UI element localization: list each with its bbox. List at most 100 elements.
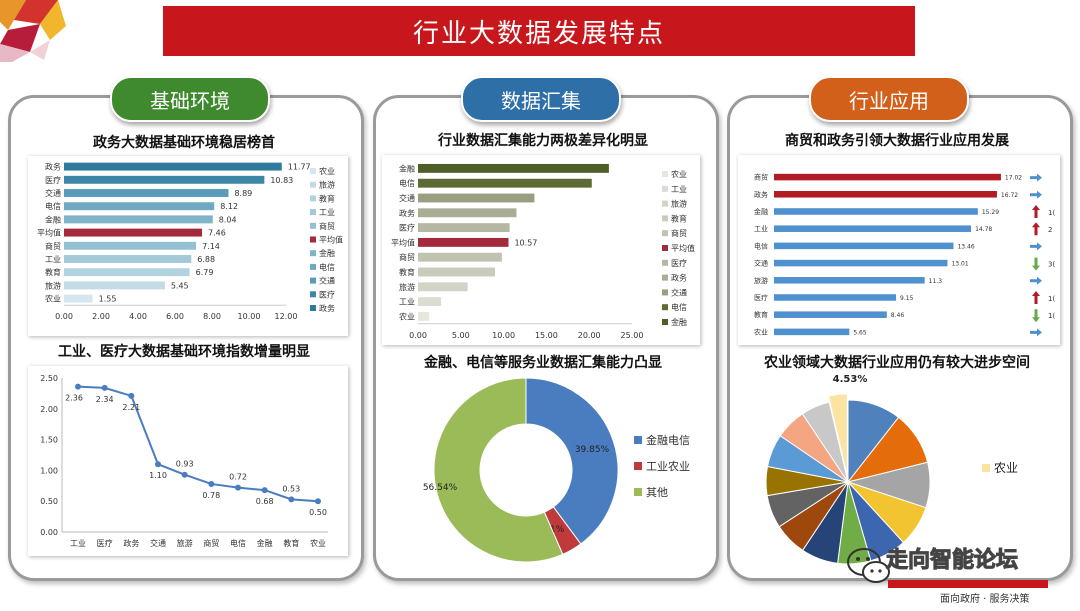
c6-legend-item: 农业 xyxy=(994,461,1018,475)
c1-legend-swatch xyxy=(310,250,316,257)
c1-legend-swatch xyxy=(310,209,316,216)
c5-trend-label: 1( xyxy=(1048,312,1055,320)
wechat-icon xyxy=(847,548,1048,588)
chart-title-4: 金融、电信等服务业数据汇集能力凸显 xyxy=(424,355,662,371)
c2-point xyxy=(75,383,81,390)
c5-bar xyxy=(774,242,954,250)
c1-legend-item: 医疗 xyxy=(319,289,335,299)
c3-legend-item: 农业 xyxy=(671,169,687,179)
chart-5-svg: 商贸 17.02 政务 16.72 金融 15.29 1(工业 14.78 2 电信 13.46 交通… xyxy=(754,173,1055,337)
chart-title-6: 农业领域大数据行业应用仍有较大进步空间 xyxy=(764,355,1030,371)
c3-bar xyxy=(418,311,430,321)
c1-bar xyxy=(64,241,197,250)
c5-data-label: 13.01 xyxy=(951,261,968,268)
chart-title-5: 商贸和政务引领大数据行业应用发展 xyxy=(785,133,1009,149)
c2-y-tick: 0.50 xyxy=(40,497,58,506)
c5-bar xyxy=(774,259,948,267)
c3-category-label: 电信 xyxy=(399,178,415,188)
c4-slice xyxy=(433,377,564,563)
c3-legend-swatch xyxy=(662,304,668,311)
c1-bar xyxy=(64,268,190,277)
c1-x-tick: 4.00 xyxy=(129,312,147,321)
chart-3-container: 0.00 5.00 10.00 15.00 20.00 25.00 金融 电信 交通 政务 医疗 平均… xyxy=(382,155,700,345)
watermark-title: 走向智能论坛 xyxy=(885,548,1019,574)
c1-legend-swatch xyxy=(310,305,316,311)
c5-category-label: 商贸 xyxy=(754,173,768,182)
c1-bar xyxy=(64,189,229,197)
c2-x-tick: 金融 xyxy=(257,538,273,548)
c2-data-label: 2.34 xyxy=(96,395,114,404)
c1-category-label: 工业 xyxy=(45,254,61,264)
c1-category-label: 旅游 xyxy=(45,280,61,290)
c3-category-label: 平均值 xyxy=(391,237,415,247)
c4-slice xyxy=(525,377,619,545)
c5-data-label: 15.29 xyxy=(982,209,999,216)
c3-x-tick: 5.00 xyxy=(452,331,470,340)
c5-trend-label: 1( xyxy=(1048,295,1055,303)
c2-data-label: 0.68 xyxy=(256,497,274,506)
chart-title-2: 工业、医疗大数据基础环境指数增量明显 xyxy=(58,344,310,360)
c1-category-label: 平均值 xyxy=(37,228,61,238)
c1-legend-item: 金融 xyxy=(319,248,335,258)
c2-x-tick: 旅游 xyxy=(177,538,193,548)
c1-legend-swatch xyxy=(310,195,316,202)
c1-data-label: 5.45 xyxy=(171,281,189,290)
c1-category-label: 医疗 xyxy=(45,175,61,185)
c3-legend-swatch xyxy=(662,245,668,251)
c5-data-label: 17.02 xyxy=(1005,175,1022,182)
c4-legend-swatch xyxy=(634,462,642,470)
c2-point xyxy=(261,487,268,494)
watermark-subtitle: 面向政府 · 服务决策 xyxy=(940,594,1030,605)
c3-legend-swatch xyxy=(662,289,668,296)
c3-legend-swatch xyxy=(662,200,668,207)
c5-data-label: 9.15 xyxy=(900,295,914,302)
chart-6-svg: 4.53% 农业 xyxy=(765,374,1018,565)
c1-category-label: 农业 xyxy=(45,294,61,304)
c1-legend-item: 电信 xyxy=(319,262,335,272)
c1-x-tick: 8.00 xyxy=(203,312,221,321)
c3-category-label: 农业 xyxy=(399,311,415,321)
chart-2-container: 0.00 0.50 1.00 1.50 2.00 2.50 2.36 工业 2.34 医疗 2.21… xyxy=(28,366,348,556)
c3-legend-swatch xyxy=(662,230,668,237)
c1-data-label: 8.89 xyxy=(234,189,252,198)
c1-legend-swatch xyxy=(310,277,316,284)
c2-x-tick: 医疗 xyxy=(97,538,113,548)
c2-point xyxy=(155,461,161,468)
c5-category-label: 医疗 xyxy=(754,293,768,302)
c5-data-label: 5.65 xyxy=(853,329,867,336)
c5-category-label: 交通 xyxy=(754,259,768,268)
c1-data-label: 1.55 xyxy=(99,295,117,304)
c1-legend-swatch xyxy=(310,236,316,243)
c5-bar xyxy=(774,311,887,318)
c1-data-label: 7.46 xyxy=(208,229,226,238)
chart-title-1: 政务大数据基础环境稳居榜首 xyxy=(93,135,275,151)
c3-data-label: 10.57 xyxy=(514,238,537,247)
c1-x-tick: 0.00 xyxy=(55,312,73,321)
c2-y-tick: 2.00 xyxy=(40,405,58,414)
c3-bar xyxy=(418,237,509,247)
c2-point xyxy=(128,392,135,399)
watermark: 走向智能论坛 面向政府 · 服务决策 xyxy=(840,540,1080,607)
c2-x-tick: 商贸 xyxy=(203,538,219,548)
c3-x-tick: 10.00 xyxy=(492,331,515,340)
c1-data-label: 6.79 xyxy=(196,268,214,277)
chart-5-container: 商贸 17.02 政务 16.72 金融 15.29 1(工业 14.78 2 电信 13.46 交通… xyxy=(738,155,1060,345)
c5-bar xyxy=(774,208,978,215)
c2-data-label: 0.93 xyxy=(176,460,194,469)
c3-bar xyxy=(418,178,592,188)
c3-legend-swatch xyxy=(662,215,668,222)
c3-legend-swatch xyxy=(662,185,668,192)
c1-x-tick: 12.00 xyxy=(275,312,298,321)
chart-2-svg: 0.00 0.50 1.00 1.50 2.00 2.50 2.36 工业 2.34 医疗 2.21… xyxy=(40,374,328,548)
c2-y-tick: 2.50 xyxy=(40,374,58,383)
c2-point xyxy=(208,480,215,487)
corner-decoration xyxy=(0,0,66,62)
chart-title-3: 行业数据汇集能力两极差异化明显 xyxy=(438,133,648,149)
c1-bar xyxy=(64,281,165,290)
c5-category-label: 政务 xyxy=(754,190,768,199)
c1-legend-item: 旅游 xyxy=(319,180,335,190)
c1-x-tick: 10.00 xyxy=(238,312,261,321)
c2-x-tick: 工业 xyxy=(70,538,86,548)
c3-category-label: 交通 xyxy=(399,193,415,203)
